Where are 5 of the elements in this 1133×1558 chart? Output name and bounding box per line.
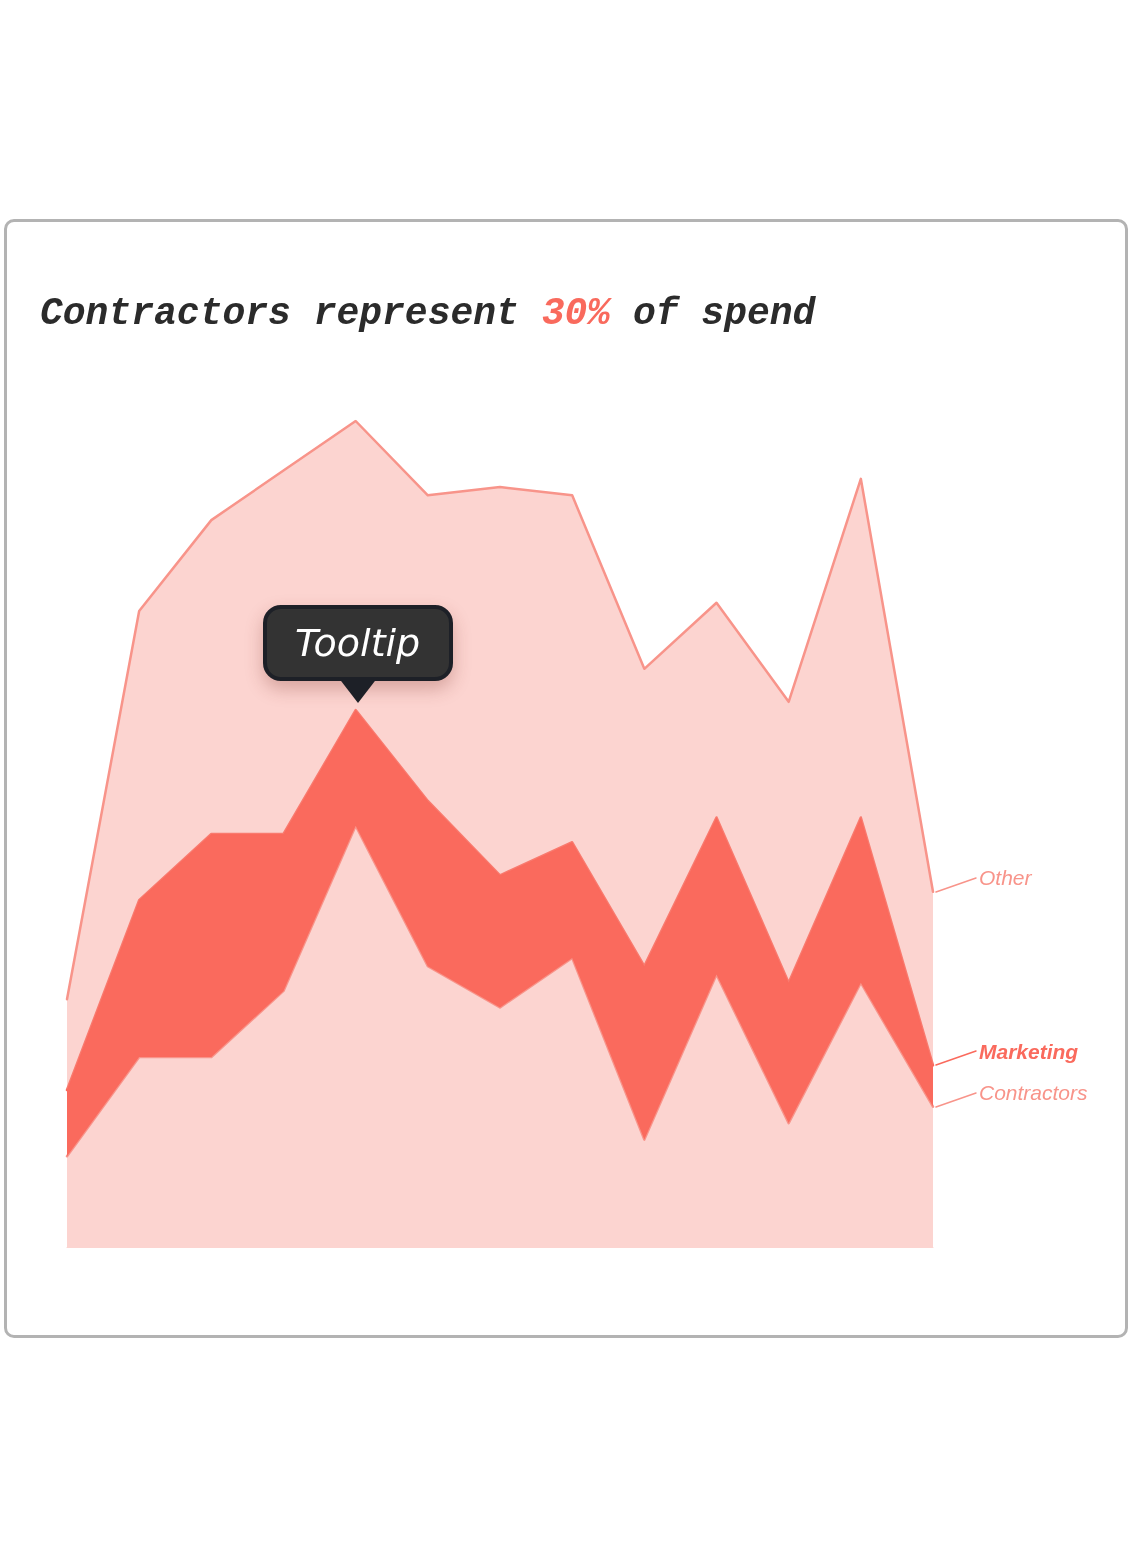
chart-title: Contractors represent 30% of spend xyxy=(40,292,816,335)
annotation: Tooltip xyxy=(262,605,453,682)
legend-label: Marketing xyxy=(979,1039,1079,1063)
legend-label: Contractors xyxy=(979,1081,1089,1105)
legend-label: Other xyxy=(979,866,1033,890)
